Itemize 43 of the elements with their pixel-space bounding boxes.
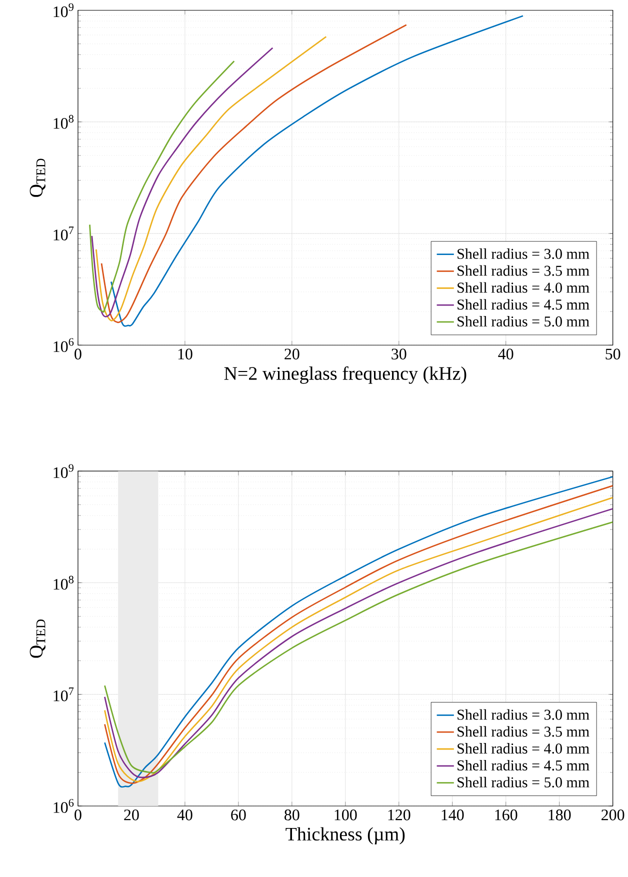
y-tick-label: 10$^{7}$	[54, 687, 74, 702]
legend-label: Shell radius = 3.0 mm	[458, 248, 590, 259]
x-tick-label: 40	[177, 810, 192, 820]
y-axis-title: Q$_{TED}$	[30, 620, 46, 658]
x-tick-label: 10	[178, 348, 192, 360]
legend-label: Shell radius = 5.0 mm	[458, 776, 590, 788]
legend-label: Shell radius = 4.0 mm	[458, 743, 590, 754]
x-tick-label: 140	[442, 810, 464, 820]
line-series	[88, 60, 235, 312]
x-tick-label: 50	[606, 348, 620, 360]
y-tick-label: 10$^{6}$	[54, 338, 74, 352]
y-axis-title: Q$_{TED}$	[30, 158, 46, 197]
x-tick-label: 200	[601, 810, 624, 820]
x-tick-label: 20	[124, 810, 139, 820]
y-tick-label: 10$^{8}$	[54, 576, 74, 590]
x-tick-label: 30	[392, 348, 406, 360]
y-tick-label: 10$^{9}$	[54, 464, 74, 478]
x-tick-label: 0	[74, 810, 82, 820]
legend-label: Shell radius = 3.5 mm	[458, 265, 590, 276]
x-axis-title: N=2 wineglass frequency (kHz)	[224, 366, 466, 384]
x-tick-label: 0	[74, 348, 82, 360]
x-tick-label: 120	[388, 810, 410, 820]
x-tick-label: 100	[334, 810, 357, 820]
line-series	[91, 47, 274, 318]
legend-label: Shell radius = 3.0 mm	[458, 709, 590, 720]
legend-label: Shell radius = 4.0 mm	[458, 282, 590, 293]
legend-label: Shell radius = 3.5 mm	[458, 726, 590, 737]
x-axis-title: Thickness (µm)	[286, 827, 405, 844]
y-tick-label: 10$^{8}$	[54, 114, 74, 129]
legend-label: Shell radius = 5.0 mm	[458, 316, 590, 327]
x-tick-label: 80	[284, 810, 300, 820]
x-tick-label: 180	[548, 810, 571, 820]
legend-label: Shell radius = 4.5 mm	[458, 299, 590, 310]
x-tick-label: 60	[231, 810, 246, 820]
line-series	[95, 36, 327, 322]
x-tick-label: 40	[498, 348, 514, 360]
x-tick-label: 160	[495, 810, 518, 820]
legend-label: Shell radius = 4.5 mm	[458, 760, 590, 771]
y-tick-label: 10$^{9}$	[54, 3, 74, 18]
y-tick-label: 10$^{7}$	[54, 226, 74, 240]
line-series	[100, 24, 408, 324]
x-tick-label: 20	[284, 348, 300, 360]
y-tick-label: 10$^{6}$	[54, 799, 74, 813]
